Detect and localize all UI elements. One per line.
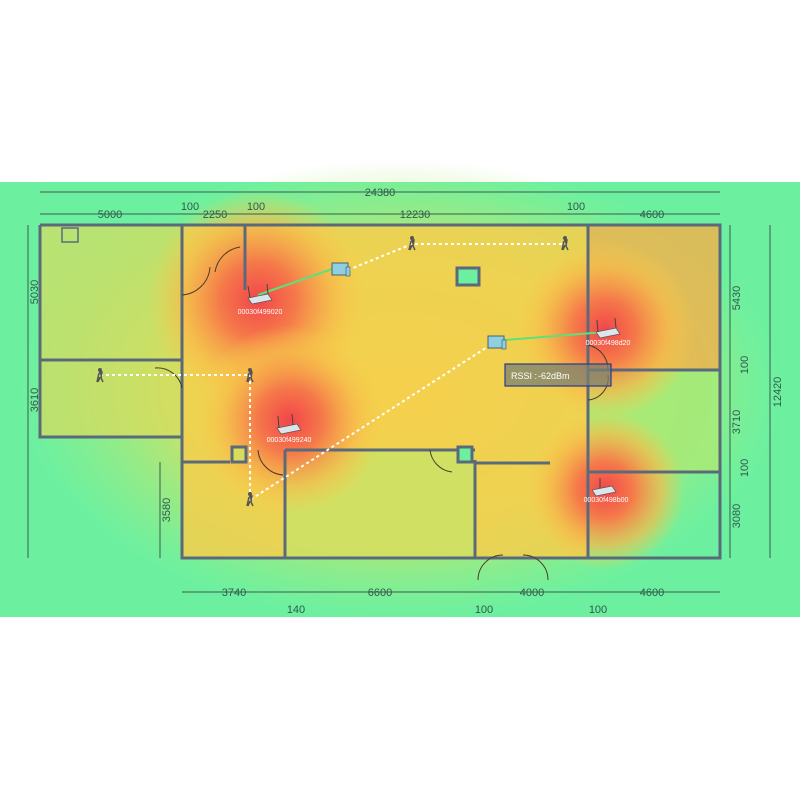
rssi-tooltip: RSSI : -62dBm — [504, 363, 612, 387]
dim-top-total: 24380 — [365, 187, 396, 199]
dim-label: 100 — [739, 356, 751, 374]
laptop-icon[interactable] — [487, 335, 507, 350]
dimension-labels: 24380 5000 100 2250 100 12230 100 4600 5… — [29, 187, 784, 616]
router-icon — [247, 293, 273, 305]
person-icon — [96, 368, 104, 383]
dim-label: 100 — [739, 459, 751, 477]
dim-label: 4000 — [520, 587, 544, 599]
person-icon — [246, 368, 254, 383]
person-icon — [561, 236, 569, 251]
dim-label: 3080 — [731, 504, 743, 528]
dim-label: 100 — [475, 604, 493, 616]
rssi-label: RSSI : — [511, 371, 537, 381]
dim-right-total: 12420 — [772, 377, 784, 408]
dim-label: 3610 — [29, 388, 41, 412]
access-point[interactable]: 00030f498d20 — [586, 317, 631, 347]
person-icon — [408, 236, 416, 251]
ap-label: 00030f498b00 — [584, 497, 629, 504]
ap-label: 00030f499240 — [267, 437, 312, 444]
walls — [38, 223, 722, 581]
dim-label: 5030 — [29, 280, 41, 304]
dim-label: 100 — [589, 604, 607, 616]
dim-label: 5430 — [731, 286, 743, 310]
rssi-value: -62dBm — [538, 371, 570, 381]
router-icon — [595, 327, 621, 339]
dim-label: 100 — [181, 201, 199, 213]
dim-label: 3580 — [161, 498, 173, 522]
signal-zone-ap3 — [195, 325, 385, 515]
dim-label: 6600 — [368, 587, 392, 599]
dim-label: 140 — [287, 604, 305, 616]
access-point[interactable]: 00030f499020 — [238, 283, 283, 316]
router-icon — [276, 423, 302, 435]
dim-label: 3740 — [222, 587, 246, 599]
dim-label: 5000 — [98, 209, 122, 221]
dim-label: 100 — [247, 201, 265, 213]
dim-label: 4600 — [640, 587, 664, 599]
laptop-icon[interactable] — [331, 262, 351, 277]
access-point[interactable]: 00030f499240 — [267, 413, 312, 444]
dim-label: 12230 — [400, 209, 431, 221]
dim-label: 4600 — [640, 209, 664, 221]
walk-path — [100, 243, 565, 502]
ap-label: 00030f498d20 — [586, 340, 631, 347]
dimension-lines — [27, 191, 771, 593]
dim-label: 3710 — [731, 410, 743, 434]
link-lines — [257, 267, 606, 341]
dim-label: 2250 — [203, 209, 227, 221]
router-icon — [591, 485, 617, 497]
ap-label: 00030f499020 — [238, 309, 283, 316]
access-point[interactable]: 00030f498b00 — [584, 478, 629, 504]
person-icon — [246, 492, 254, 507]
dim-label: 100 — [567, 201, 585, 213]
